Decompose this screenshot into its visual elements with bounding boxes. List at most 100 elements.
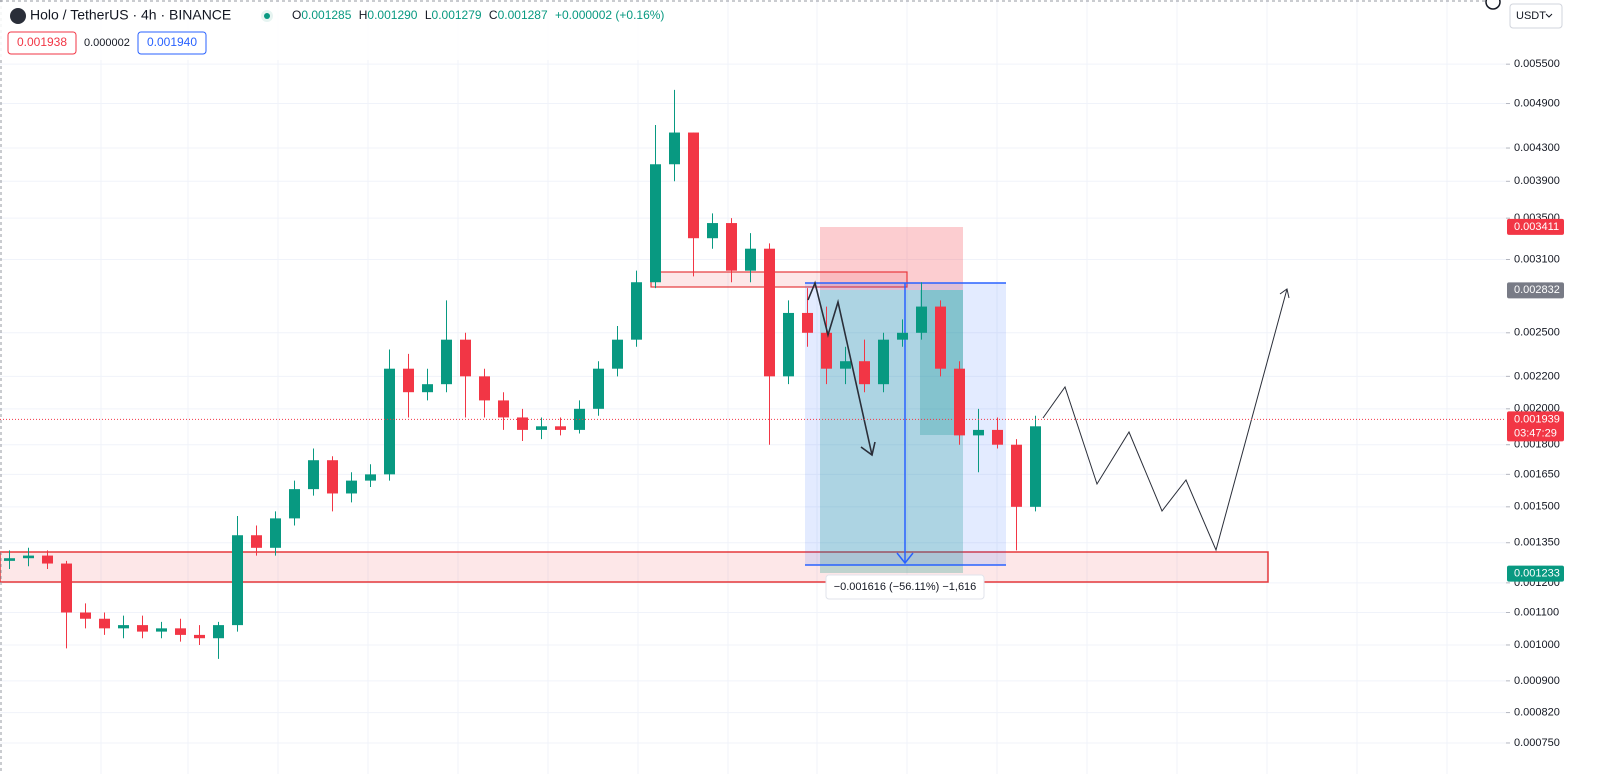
candle-body bbox=[1011, 444, 1022, 507]
candle-body bbox=[802, 312, 813, 333]
candle-body bbox=[840, 361, 851, 369]
o-label: O bbox=[292, 8, 301, 22]
price-tag-label: 0.001233 bbox=[1514, 568, 1560, 580]
candle-body bbox=[612, 339, 623, 369]
y-tick-label: 0.003900 bbox=[1514, 175, 1560, 187]
symbol-icon bbox=[10, 8, 26, 24]
status-dot bbox=[264, 13, 270, 19]
candle-body bbox=[764, 248, 775, 377]
price-tag bbox=[1507, 411, 1564, 442]
measure-box bbox=[825, 574, 985, 600]
candle-body bbox=[61, 563, 72, 613]
candle-body bbox=[118, 625, 129, 629]
projection-path bbox=[1042, 288, 1288, 552]
candle-body bbox=[403, 368, 414, 393]
bid: 0.001938 bbox=[17, 35, 67, 49]
measure-label: −0.001616 (−56.11%) −1,616 bbox=[834, 581, 977, 593]
candle-body bbox=[99, 618, 110, 629]
change: +0.000002 (+0.16%) bbox=[555, 8, 664, 22]
candle-body bbox=[1030, 426, 1041, 507]
ask-box[interactable] bbox=[137, 31, 207, 55]
candle-body bbox=[536, 426, 547, 430]
candle-body bbox=[156, 628, 167, 632]
bid-box[interactable] bbox=[7, 31, 77, 55]
candle-body bbox=[859, 361, 870, 385]
dropdown-caret bbox=[1545, 13, 1553, 18]
candle-body bbox=[631, 282, 642, 340]
y-tick-label: 0.001350 bbox=[1514, 537, 1560, 549]
candle-body bbox=[517, 417, 528, 430]
candle-body bbox=[441, 339, 452, 385]
candle-body bbox=[479, 376, 490, 401]
c-label: C bbox=[489, 8, 498, 22]
symbol-title: Holo / TetherUS · 4h · BINANCE bbox=[30, 7, 231, 23]
candle-body bbox=[175, 628, 186, 635]
price-tag bbox=[1507, 218, 1564, 235]
candle-body bbox=[251, 535, 262, 548]
grid bbox=[0, 0, 1506, 774]
candle-body bbox=[555, 426, 566, 430]
currency-dropdown[interactable] bbox=[1509, 3, 1563, 29]
y-tick-label: 0.004900 bbox=[1514, 97, 1560, 109]
y-tick-label: 0.001000 bbox=[1514, 639, 1560, 651]
candle-body bbox=[726, 223, 737, 271]
candle-body bbox=[707, 223, 718, 239]
support-zone bbox=[0, 551, 1269, 583]
c-value: 0.001287 bbox=[498, 8, 548, 22]
candle-body bbox=[289, 489, 300, 519]
range-arrowhead bbox=[896, 552, 914, 565]
countdown: 03:47:29 bbox=[1514, 427, 1557, 439]
candle-body bbox=[669, 132, 680, 165]
header-bg bbox=[0, 2, 700, 60]
ohlc-legend: O0.001285 H0.001290 L0.001279 C0.001287 … bbox=[292, 8, 664, 22]
candle-body bbox=[137, 625, 148, 632]
candle-body bbox=[365, 474, 376, 481]
l-label: L bbox=[425, 8, 432, 22]
y-tick-label: 0.004300 bbox=[1514, 142, 1560, 154]
candle-body bbox=[194, 634, 205, 639]
drawings bbox=[0, 227, 1269, 583]
candle-body bbox=[745, 248, 756, 271]
annotations: −0.001616 (−56.11%) −1,616 bbox=[807, 280, 1290, 600]
y-tick-label: 0.000820 bbox=[1514, 706, 1560, 718]
price-tag-label: 0.002832 bbox=[1514, 284, 1560, 296]
price-axis bbox=[1506, 0, 1599, 774]
candle-body bbox=[935, 306, 946, 369]
price-tag-label: 0.001939 bbox=[1514, 413, 1560, 425]
candle-body bbox=[308, 460, 319, 490]
price-tags: 0.003411 0.002832 0.001939 03:47:29 0.001233 bbox=[0, 218, 1564, 582]
y-tick-label: 0.001650 bbox=[1514, 468, 1560, 480]
y-tick-label: 0.001800 bbox=[1514, 439, 1560, 451]
candle-body bbox=[213, 625, 224, 639]
candle-body bbox=[593, 368, 604, 409]
y-tick-label: 0.000750 bbox=[1514, 737, 1560, 749]
candle-body bbox=[688, 132, 699, 239]
candle-body bbox=[270, 518, 281, 548]
candle-body bbox=[897, 332, 908, 340]
candle-body bbox=[878, 339, 889, 385]
l-value: 0.001279 bbox=[432, 8, 482, 22]
candle-body bbox=[650, 164, 661, 283]
price-tag bbox=[1507, 282, 1564, 299]
y-tick-label: 0.003100 bbox=[1514, 253, 1560, 265]
candle-body bbox=[384, 368, 395, 475]
candle-body bbox=[232, 535, 243, 626]
y-tick-label: 0.001500 bbox=[1514, 501, 1560, 513]
o-value: 0.001285 bbox=[301, 8, 351, 22]
spread: 0.000002 bbox=[84, 37, 130, 49]
candle-body bbox=[954, 368, 965, 436]
y-tick-label: 0.002200 bbox=[1514, 370, 1560, 382]
y-tick-label: 0.000900 bbox=[1514, 675, 1560, 687]
candle-body bbox=[498, 400, 509, 418]
candle-body bbox=[821, 332, 832, 369]
candle-body bbox=[460, 339, 471, 377]
stop-area bbox=[820, 227, 963, 290]
candle-body bbox=[80, 612, 91, 619]
settings-button[interactable] bbox=[1485, 0, 1501, 10]
bearish-path bbox=[807, 280, 873, 456]
candle-body bbox=[42, 555, 53, 564]
candle-body bbox=[973, 429, 984, 436]
y-tick-label: 0.001100 bbox=[1514, 606, 1559, 618]
